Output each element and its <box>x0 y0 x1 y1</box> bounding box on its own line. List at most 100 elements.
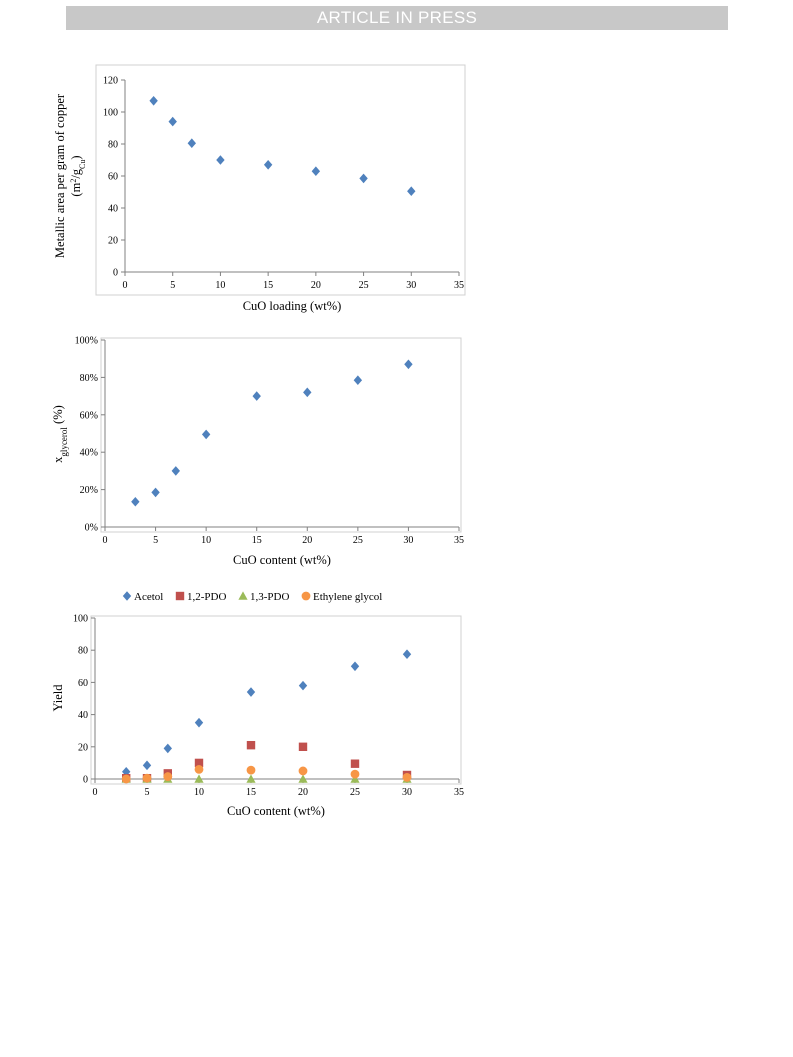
y-tick-label: 20 <box>78 742 88 753</box>
data-point <box>353 375 363 386</box>
y-tick-label: 80 <box>108 140 118 151</box>
data-point <box>407 186 416 196</box>
data-point <box>263 160 273 170</box>
x-tick-label: 0 <box>93 787 98 798</box>
data-point <box>246 774 256 783</box>
plot-frame <box>100 337 462 533</box>
plot-frame <box>90 615 462 785</box>
data-point <box>171 466 180 476</box>
x-tick-label: 15 <box>246 787 256 798</box>
data-point <box>350 661 360 672</box>
x-tick-label: 30 <box>406 280 416 291</box>
y-tick-label: 20 <box>108 236 118 247</box>
data-point <box>402 649 412 660</box>
y-tick-label: 20% <box>80 485 98 496</box>
x-axis-label: CuO loading (wt%) <box>243 299 342 313</box>
data-point <box>252 391 261 401</box>
data-point <box>201 429 211 440</box>
data-point <box>149 96 158 106</box>
x-tick-label: 5 <box>145 787 150 798</box>
y-axis-label: Metallic area per gram of copper <box>53 93 67 258</box>
y-tick-label: 0 <box>113 268 118 279</box>
x-tick-label: 5 <box>153 535 158 546</box>
y-tick-label: 100% <box>75 336 98 347</box>
data-point <box>142 760 152 771</box>
y-axis-label: Yield <box>51 684 65 712</box>
y-tick-label: 40 <box>78 710 88 721</box>
x-tick-label: 35 <box>454 280 464 291</box>
data-point <box>298 774 308 783</box>
y-tick-label: 60% <box>80 410 98 421</box>
data-point <box>216 155 225 165</box>
metallic-area-chart: 0 5 10 15 20 25 30 35 0 20 40 60 80 100 120 CuO loadin… <box>53 64 466 313</box>
y-tick-label: 100 <box>103 108 118 119</box>
y-tick-label: 0 <box>83 775 88 786</box>
glycerol-conversion-chart: 0 5 10 15 20 25 30 35 0% 20% 40% 60% 80% 100% CuO con… <box>51 336 464 568</box>
x-tick-label: 20 <box>311 280 321 291</box>
article-in-press-banner: ARTICLE IN PRESS <box>66 6 728 30</box>
data-point <box>194 717 204 728</box>
x-tick-label: 0 <box>123 280 128 291</box>
x-tick-label: 30 <box>402 787 412 798</box>
data-point <box>163 743 172 754</box>
data-point <box>151 487 160 498</box>
legend-marker <box>238 591 248 600</box>
data-point <box>194 758 204 768</box>
data-point <box>350 774 360 783</box>
x-tick-label: 5 <box>170 280 175 291</box>
x-axis-label: CuO content (wt%) <box>233 553 331 567</box>
data-point <box>246 687 256 697</box>
y-tick-label: 80% <box>80 373 98 384</box>
y-tick-label: 80 <box>78 646 88 657</box>
x-tick-label: 25 <box>350 787 360 798</box>
legend-label: 1,2-PDO <box>187 591 226 603</box>
data-point <box>303 387 312 398</box>
data-point <box>404 359 413 370</box>
y-tick-label: 60 <box>78 678 88 689</box>
data-point <box>359 173 368 184</box>
yield-chart: 0 5 10 15 20 25 30 35 0 20 40 60 80 100 Acetol 1,2-PDO… <box>51 591 464 818</box>
legend-label: 1,3-PDO <box>250 591 289 603</box>
x-tick-label: 20 <box>298 787 308 798</box>
y-axis-label: xglycerol (%) <box>51 405 69 463</box>
x-tick-label: 25 <box>359 280 369 291</box>
data-point <box>311 166 321 176</box>
data-point <box>298 680 308 691</box>
y-tick-label: 40% <box>80 448 98 459</box>
data-point <box>402 772 412 782</box>
x-tick-label: 30 <box>403 535 413 546</box>
data-point <box>298 766 308 776</box>
x-tick-label: 15 <box>263 280 273 291</box>
data-point <box>187 138 196 148</box>
data-point <box>142 773 152 783</box>
y-tick-label: 60 <box>108 172 118 183</box>
data-point <box>350 759 360 768</box>
legend-label: Ethylene glycol <box>313 591 382 603</box>
legend-marker <box>122 591 132 601</box>
data-point <box>131 496 140 507</box>
data-point <box>194 774 204 783</box>
data-point <box>163 772 173 781</box>
y-tick-label: 100 <box>73 614 88 625</box>
legend-label: Acetol <box>134 591 163 603</box>
x-tick-label: 35 <box>454 535 464 546</box>
x-axis-label: CuO content (wt%) <box>227 804 325 818</box>
legend-marker <box>175 591 185 601</box>
banner-text: ARTICLE IN PRESS <box>316 8 478 27</box>
legend: Acetol 1,2-PDO 1,3-PDO Ethylene glycol <box>122 591 382 603</box>
y-tick-label: 120 <box>103 76 118 87</box>
data-point <box>168 116 177 127</box>
y-tick-label: 40 <box>108 204 118 215</box>
data-point <box>246 740 256 750</box>
x-tick-label: 10 <box>201 535 211 546</box>
x-tick-label: 25 <box>353 535 363 546</box>
x-tick-label: 10 <box>194 787 204 798</box>
data-point <box>121 774 131 784</box>
legend-marker <box>301 591 311 601</box>
x-tick-label: 10 <box>215 280 225 291</box>
x-tick-label: 20 <box>302 535 312 546</box>
y-axis-label-unit: (m2/gCu) <box>69 155 87 196</box>
plot-frame <box>95 64 466 296</box>
x-tick-label: 35 <box>454 787 464 798</box>
